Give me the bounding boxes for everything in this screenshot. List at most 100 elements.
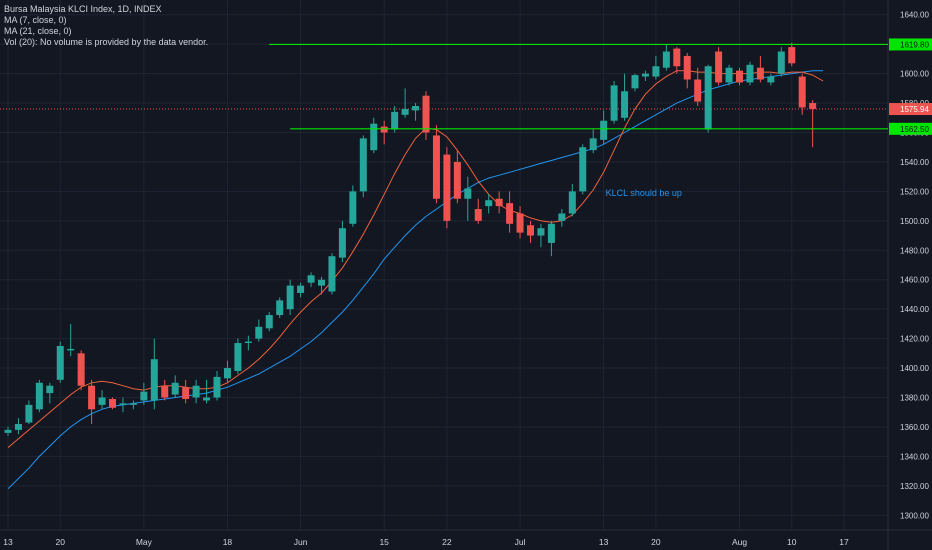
y-tick-label: 1500.00 bbox=[900, 217, 929, 226]
candle-body[interactable] bbox=[600, 120, 608, 140]
candle-body[interactable] bbox=[401, 108, 409, 115]
candle-body[interactable] bbox=[255, 326, 263, 339]
last-price-tag bbox=[889, 103, 932, 116]
candle-body[interactable] bbox=[725, 67, 733, 83]
candle-body[interactable] bbox=[171, 382, 179, 395]
candle-body[interactable] bbox=[704, 66, 712, 130]
candle-body[interactable] bbox=[736, 70, 743, 83]
legend-volume: Vol (20): No volume is provided by the d… bbox=[4, 37, 209, 47]
candle-body[interactable] bbox=[777, 51, 785, 74]
candle-body[interactable] bbox=[464, 188, 472, 199]
candle-body[interactable] bbox=[77, 353, 85, 386]
candle-body[interactable] bbox=[35, 382, 43, 410]
candle-body[interactable] bbox=[641, 73, 649, 77]
candle-body[interactable] bbox=[527, 225, 534, 236]
candle-body[interactable] bbox=[767, 76, 775, 83]
candle-body[interactable] bbox=[203, 397, 211, 401]
candle-body[interactable] bbox=[286, 285, 294, 310]
candle-body[interactable] bbox=[715, 51, 723, 83]
candle-body[interactable] bbox=[307, 275, 315, 283]
candle-body[interactable] bbox=[662, 51, 670, 68]
candle-body[interactable] bbox=[140, 391, 148, 401]
candle-body[interactable] bbox=[56, 345, 64, 380]
level-price-tag bbox=[889, 122, 932, 135]
candle-body[interactable] bbox=[474, 209, 482, 221]
candle-body[interactable] bbox=[391, 111, 399, 130]
chart-annotation[interactable]: KLCL should be up bbox=[606, 188, 682, 198]
candle-body[interactable] bbox=[88, 385, 96, 410]
candle-body[interactable] bbox=[443, 154, 451, 221]
candle-body[interactable] bbox=[746, 64, 754, 83]
candle-body[interactable] bbox=[621, 91, 629, 118]
chart-legend: Bursa Malaysia KLCI Index, 1D, INDEX MA … bbox=[4, 4, 208, 48]
candle-body[interactable] bbox=[809, 103, 817, 109]
candle-body[interactable] bbox=[14, 424, 22, 430]
legend-ma7: MA (7, close, 0) bbox=[4, 15, 67, 25]
x-tick-label: Aug bbox=[732, 537, 747, 547]
y-tick-label: 1360.00 bbox=[900, 423, 929, 432]
candle-body[interactable] bbox=[318, 279, 325, 286]
candle-body[interactable] bbox=[568, 191, 576, 214]
candle-body[interactable] bbox=[46, 385, 54, 394]
candle-body[interactable] bbox=[349, 191, 357, 224]
candle-body[interactable] bbox=[631, 75, 639, 89]
candle-body[interactable] bbox=[756, 67, 764, 80]
legend-ma21: MA (21, close, 0) bbox=[4, 26, 72, 36]
candle-body[interactable] bbox=[192, 385, 200, 398]
candle-body[interactable] bbox=[788, 47, 796, 64]
candle-body[interactable] bbox=[276, 300, 284, 316]
x-tick-label: 15 bbox=[379, 537, 389, 547]
x-tick-label: 22 bbox=[442, 537, 452, 547]
y-tick-label: 1440.00 bbox=[900, 305, 929, 314]
y-tick-label: 1340.00 bbox=[900, 452, 929, 461]
candle-body[interactable] bbox=[485, 200, 493, 207]
candle-body[interactable] bbox=[589, 138, 597, 151]
candle-body[interactable] bbox=[328, 256, 336, 292]
candle-body[interactable] bbox=[683, 55, 691, 80]
candle-body[interactable] bbox=[98, 397, 106, 405]
candle-body[interactable] bbox=[673, 48, 681, 67]
y-tick-label: 1420.00 bbox=[900, 335, 929, 344]
candle-body[interactable] bbox=[25, 404, 33, 423]
x-tick-label: Jun bbox=[294, 537, 308, 547]
candle-body[interactable] bbox=[412, 106, 420, 111]
candle-body[interactable] bbox=[338, 228, 346, 258]
candle-body[interactable] bbox=[4, 429, 12, 433]
candle-body[interactable] bbox=[109, 398, 116, 408]
candle-body[interactable] bbox=[579, 147, 587, 192]
candle-body[interactable] bbox=[432, 135, 440, 199]
candle-body[interactable] bbox=[150, 359, 158, 401]
y-tick-label: 1520.00 bbox=[900, 187, 929, 196]
candle-body[interactable] bbox=[297, 285, 305, 293]
candle-body[interactable] bbox=[558, 213, 566, 221]
candle-body[interactable] bbox=[380, 126, 388, 133]
candle-body[interactable] bbox=[694, 79, 702, 102]
candle-body[interactable] bbox=[516, 213, 524, 233]
candle-body[interactable] bbox=[537, 228, 545, 236]
candle-body[interactable] bbox=[547, 223, 555, 243]
candle-body[interactable] bbox=[234, 343, 242, 371]
candle-body[interactable] bbox=[129, 403, 137, 405]
x-tick-label: 17 bbox=[839, 537, 849, 547]
candle-body[interactable] bbox=[265, 315, 273, 329]
last-price-label: 1575.94 bbox=[900, 105, 929, 114]
candle-body[interactable] bbox=[495, 198, 503, 207]
candle-body[interactable] bbox=[422, 95, 430, 133]
candle-body[interactable] bbox=[119, 403, 127, 405]
candle-body[interactable] bbox=[506, 203, 514, 224]
candle-body[interactable] bbox=[652, 66, 660, 77]
candle-body[interactable] bbox=[161, 385, 169, 398]
candle-body[interactable] bbox=[223, 368, 231, 379]
candle-body[interactable] bbox=[213, 376, 221, 398]
candle-body[interactable] bbox=[453, 161, 461, 199]
y-tick-label: 1640.00 bbox=[900, 11, 929, 20]
candle-body[interactable] bbox=[67, 348, 75, 351]
candle-body[interactable] bbox=[798, 76, 806, 108]
x-tick-label: 18 bbox=[223, 537, 233, 547]
candle-body[interactable] bbox=[182, 387, 190, 399]
candle-body[interactable] bbox=[244, 341, 252, 344]
candle-body[interactable] bbox=[370, 123, 378, 151]
candle-body[interactable] bbox=[610, 85, 618, 121]
candle-body[interactable] bbox=[359, 138, 367, 192]
